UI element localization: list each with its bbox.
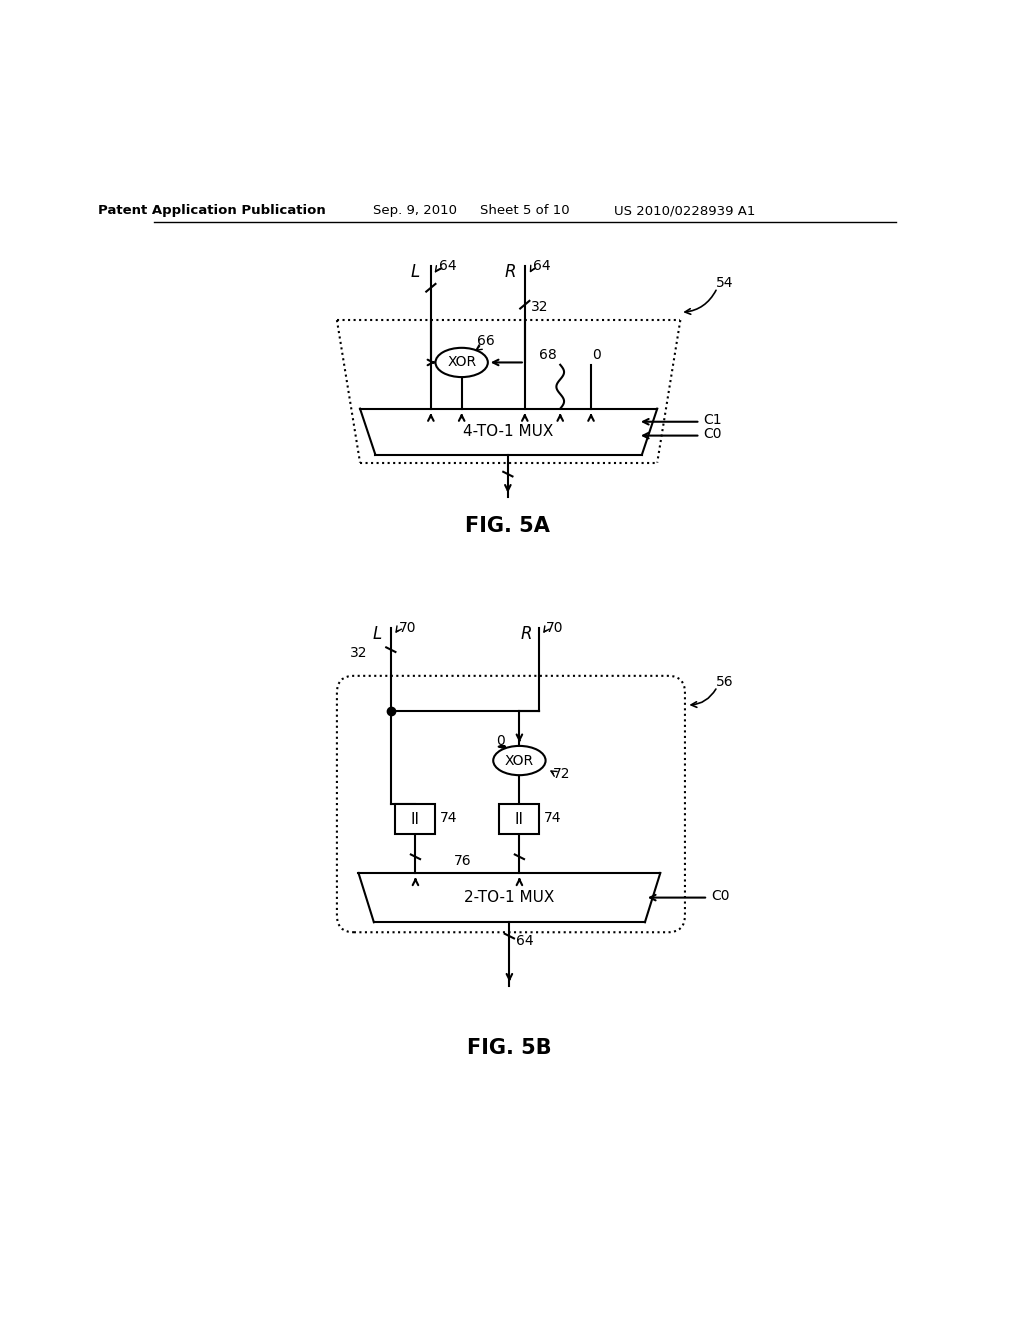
FancyBboxPatch shape — [337, 676, 685, 932]
Text: 32: 32 — [531, 300, 549, 314]
Bar — [395, 804, 435, 834]
Text: II: II — [515, 812, 524, 826]
Text: 66: 66 — [477, 334, 495, 348]
Text: R: R — [505, 264, 516, 281]
Text: 56: 56 — [716, 675, 733, 689]
Text: 72: 72 — [553, 767, 570, 781]
Text: II: II — [411, 812, 420, 826]
Text: C0: C0 — [703, 428, 722, 441]
Text: 0: 0 — [496, 734, 505, 748]
Text: 74: 74 — [544, 810, 561, 825]
Bar — [500, 804, 540, 834]
Text: 0: 0 — [593, 347, 601, 362]
Text: XOR: XOR — [505, 754, 534, 767]
Ellipse shape — [435, 348, 487, 378]
Text: 76: 76 — [454, 854, 472, 867]
Text: US 2010/0228939 A1: US 2010/0228939 A1 — [614, 205, 756, 218]
Text: FIG. 5B: FIG. 5B — [467, 1038, 552, 1057]
Text: FIG. 5A: FIG. 5A — [466, 516, 550, 536]
Text: 64: 64 — [515, 933, 534, 948]
Text: 74: 74 — [440, 810, 458, 825]
Text: Sep. 9, 2010: Sep. 9, 2010 — [374, 205, 458, 218]
Text: L: L — [411, 264, 420, 281]
Text: 4-TO-1 MUX: 4-TO-1 MUX — [463, 424, 553, 440]
Ellipse shape — [494, 746, 546, 775]
Text: 32: 32 — [350, 645, 368, 660]
Text: 64: 64 — [532, 259, 550, 273]
Text: XOR: XOR — [447, 355, 476, 370]
Text: C0: C0 — [711, 890, 730, 903]
Text: 68: 68 — [540, 347, 557, 362]
Text: Patent Application Publication: Patent Application Publication — [97, 205, 326, 218]
Text: 70: 70 — [547, 622, 564, 635]
Text: Sheet 5 of 10: Sheet 5 of 10 — [480, 205, 569, 218]
Text: 54: 54 — [716, 276, 733, 290]
Text: 2-TO-1 MUX: 2-TO-1 MUX — [464, 890, 555, 906]
Text: 64: 64 — [438, 259, 456, 273]
Text: C1: C1 — [703, 413, 722, 428]
Text: 70: 70 — [398, 622, 416, 635]
Text: R: R — [520, 626, 532, 643]
Text: L: L — [373, 626, 382, 643]
